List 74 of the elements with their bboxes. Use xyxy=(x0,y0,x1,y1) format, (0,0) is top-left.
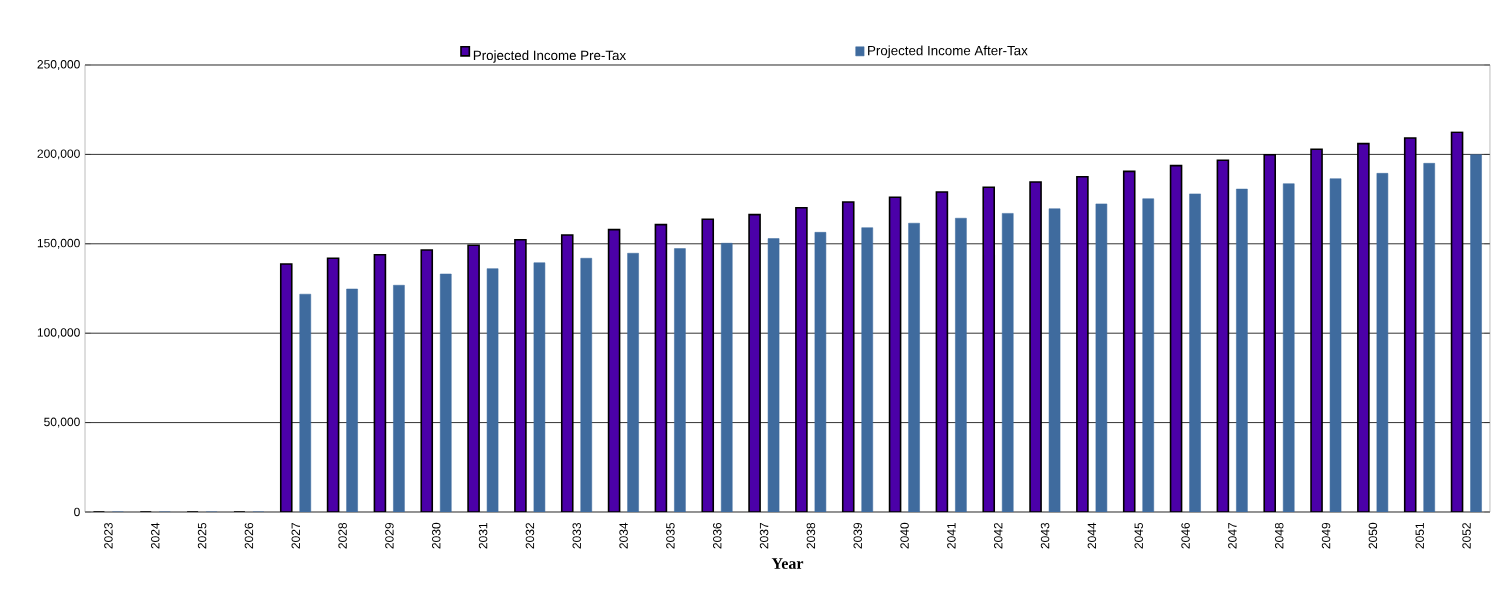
x-tick-label: 2033 xyxy=(572,522,581,549)
bar xyxy=(346,288,358,512)
bar xyxy=(533,262,546,512)
bar xyxy=(814,232,827,512)
legend-label: Projected Income After-Tax xyxy=(868,45,1028,58)
x-axis-title: Year xyxy=(771,558,804,569)
bar xyxy=(1450,131,1464,512)
bar xyxy=(1142,198,1154,512)
x-tick-label: 2034 xyxy=(619,522,628,549)
bar xyxy=(1189,193,1201,512)
x-tick-label: 2050 xyxy=(1368,522,1378,549)
bar xyxy=(627,253,639,512)
bar xyxy=(955,217,967,512)
x-tick-label: 2028 xyxy=(338,522,347,549)
x-tick-label: 2042 xyxy=(993,523,1003,549)
bar xyxy=(1216,159,1230,512)
bar xyxy=(767,238,780,512)
x-tick-label: 2038 xyxy=(806,522,816,549)
x-tick-label: 2027 xyxy=(291,523,301,549)
bar xyxy=(1376,173,1389,512)
bar xyxy=(1329,178,1342,512)
bar xyxy=(373,253,387,512)
bar xyxy=(935,191,949,512)
y-tick-label: 50,000 xyxy=(44,417,80,428)
y-tick-label: 0 xyxy=(74,507,80,517)
bar xyxy=(861,227,874,512)
x-tick-label: 2049 xyxy=(1321,522,1331,549)
bar xyxy=(1470,154,1482,512)
bar xyxy=(299,293,312,512)
legend-label: Projected Income Pre-Tax xyxy=(473,50,626,63)
x-tick-label: 2047 xyxy=(1228,523,1237,549)
bar xyxy=(326,257,340,512)
bar xyxy=(1423,163,1435,512)
bar xyxy=(1236,188,1248,512)
bar xyxy=(1169,164,1183,512)
x-tick-label: 2023 xyxy=(104,522,113,549)
x-tick-label: 2040 xyxy=(900,522,909,549)
x-tick-label: 2046 xyxy=(1181,522,1190,549)
x-tick-label: 2039 xyxy=(853,522,862,549)
x-tick-label: 2036 xyxy=(712,522,722,549)
x-tick-label: 2024 xyxy=(151,522,160,549)
bar xyxy=(674,248,686,512)
x-tick-label: 2051 xyxy=(1415,522,1424,549)
y-tick-label: 250,000 xyxy=(37,60,80,70)
x-tick-label: 2044 xyxy=(1087,522,1097,549)
x-tick-label: 2041 xyxy=(947,522,956,549)
x-tick-label: 2031 xyxy=(478,522,488,549)
x-tick-label: 2045 xyxy=(1134,522,1143,549)
bar xyxy=(888,196,902,512)
bar xyxy=(1095,203,1108,512)
bar xyxy=(439,273,452,512)
x-tick-label: 2035 xyxy=(666,522,675,549)
x-tick-label: 2026 xyxy=(244,522,254,549)
x-tick-label: 2029 xyxy=(385,522,394,549)
y-tick-label: 150,000 xyxy=(37,238,80,249)
x-tick-label: 2025 xyxy=(197,522,207,549)
x-tick-label: 2043 xyxy=(1040,522,1050,549)
bar xyxy=(720,242,733,512)
bar xyxy=(654,223,668,512)
bar xyxy=(908,222,920,512)
y-tick-label: 100,000 xyxy=(37,328,80,339)
bar xyxy=(607,228,621,512)
y-tick-label: 200,000 xyxy=(37,149,80,160)
x-tick-label: 2048 xyxy=(1274,522,1284,549)
bar xyxy=(1001,213,1014,512)
x-tick-label: 2052 xyxy=(1462,523,1471,549)
bar xyxy=(486,268,499,512)
x-tick-label: 2037 xyxy=(759,523,769,549)
bar xyxy=(393,285,405,512)
bar xyxy=(1048,208,1061,512)
bar xyxy=(1282,183,1295,512)
bar xyxy=(580,258,593,512)
x-tick-label: 2032 xyxy=(525,523,535,549)
x-tick-label: 2030 xyxy=(432,522,441,549)
